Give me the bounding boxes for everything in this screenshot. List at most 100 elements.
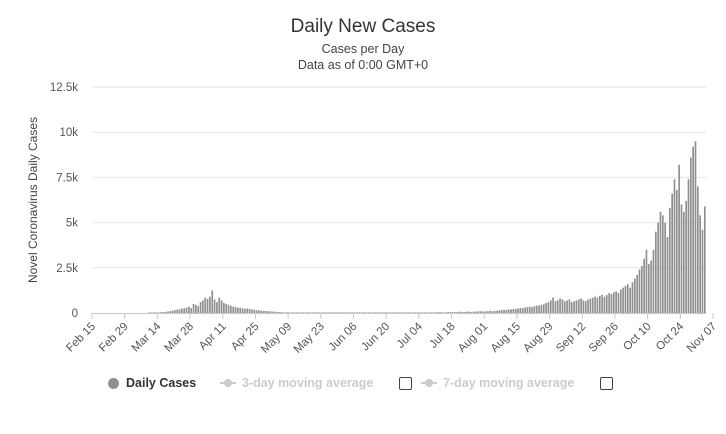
bar[interactable] <box>510 309 512 313</box>
bar[interactable] <box>377 312 379 313</box>
bar[interactable] <box>652 249 655 313</box>
bar[interactable] <box>234 307 237 313</box>
bar[interactable] <box>650 260 652 313</box>
bar[interactable] <box>307 312 309 313</box>
bar[interactable] <box>440 312 442 313</box>
bar[interactable] <box>556 300 559 313</box>
bar[interactable] <box>577 299 580 313</box>
bar[interactable] <box>265 311 267 313</box>
bar[interactable] <box>300 312 302 313</box>
bar[interactable] <box>489 310 491 313</box>
bar[interactable] <box>451 312 454 313</box>
bar[interactable] <box>351 312 354 313</box>
bar[interactable] <box>517 308 519 313</box>
bar[interactable] <box>587 299 589 313</box>
bar[interactable] <box>395 312 398 313</box>
bar[interactable] <box>531 307 533 313</box>
legend-item-daily-cases[interactable]: Daily Cases <box>108 372 196 394</box>
bar[interactable] <box>190 307 193 313</box>
bar[interactable] <box>498 310 501 313</box>
bar[interactable] <box>442 312 445 313</box>
bar[interactable] <box>372 312 375 313</box>
legend-item-7-day-average[interactable]: 7-day moving average <box>421 372 574 394</box>
bar[interactable] <box>337 312 340 313</box>
bar[interactable] <box>384 312 386 313</box>
bar[interactable] <box>402 312 405 313</box>
bar[interactable] <box>314 312 316 313</box>
bar[interactable] <box>283 312 286 313</box>
bar[interactable] <box>185 307 188 313</box>
bar[interactable] <box>267 311 270 313</box>
bar[interactable] <box>204 297 207 313</box>
bar[interactable] <box>519 307 522 313</box>
bar[interactable] <box>162 312 165 313</box>
bar[interactable] <box>218 297 221 313</box>
bar[interactable] <box>456 311 459 313</box>
bar[interactable] <box>465 311 468 313</box>
bar[interactable] <box>157 312 160 313</box>
bar[interactable] <box>678 164 680 313</box>
bar[interactable] <box>316 312 319 313</box>
bar[interactable] <box>573 301 575 313</box>
bar[interactable] <box>251 309 253 313</box>
bar[interactable] <box>363 312 365 313</box>
bar[interactable] <box>664 222 666 313</box>
bar[interactable] <box>374 312 377 313</box>
bar[interactable] <box>563 301 566 313</box>
bar[interactable] <box>619 289 622 314</box>
bar[interactable] <box>568 299 571 313</box>
bar[interactable] <box>220 300 223 313</box>
bar[interactable] <box>360 312 363 313</box>
bar[interactable] <box>281 312 284 313</box>
bar[interactable] <box>188 306 190 313</box>
bar[interactable] <box>605 294 608 313</box>
bar[interactable] <box>703 206 706 313</box>
bar[interactable] <box>339 312 342 313</box>
bar[interactable] <box>479 311 482 313</box>
bar[interactable] <box>661 215 664 313</box>
bar[interactable] <box>276 311 279 313</box>
bar[interactable] <box>612 292 615 313</box>
bar[interactable] <box>468 311 470 313</box>
bar[interactable] <box>647 264 650 313</box>
bar[interactable] <box>279 312 281 313</box>
bar[interactable] <box>239 307 242 313</box>
bar[interactable] <box>685 200 687 313</box>
bar[interactable] <box>192 303 195 313</box>
bar[interactable] <box>554 301 557 313</box>
bar[interactable] <box>668 208 671 313</box>
bar[interactable] <box>330 312 333 313</box>
bar[interactable] <box>449 311 452 313</box>
bar[interactable] <box>507 309 510 313</box>
bar[interactable] <box>258 310 260 313</box>
bar[interactable] <box>447 312 449 313</box>
bar[interactable] <box>640 265 643 313</box>
bar[interactable] <box>617 293 620 313</box>
bar[interactable] <box>591 297 594 313</box>
bar[interactable] <box>356 312 358 313</box>
bar[interactable] <box>603 296 606 313</box>
bar[interactable] <box>673 179 676 313</box>
bar[interactable] <box>521 308 524 313</box>
bar[interactable] <box>181 308 183 313</box>
bar[interactable] <box>547 302 550 313</box>
bar[interactable] <box>454 312 456 313</box>
bar[interactable] <box>244 308 246 313</box>
bar[interactable] <box>199 302 202 313</box>
legend-item-3-day-average[interactable]: 3-day moving average <box>220 372 373 394</box>
bar[interactable] <box>433 312 435 313</box>
bar[interactable] <box>496 310 498 313</box>
bar[interactable] <box>379 312 382 313</box>
bar[interactable] <box>545 303 547 313</box>
bar[interactable] <box>297 312 300 313</box>
bar[interactable] <box>358 312 361 313</box>
bar[interactable] <box>608 293 610 313</box>
bar[interactable] <box>624 285 627 313</box>
bar[interactable] <box>582 300 585 313</box>
bar[interactable] <box>694 141 697 313</box>
bar[interactable] <box>400 312 403 313</box>
bar[interactable] <box>552 297 554 313</box>
bar[interactable] <box>463 312 466 313</box>
bar[interactable] <box>370 312 372 313</box>
bar[interactable] <box>328 312 330 313</box>
